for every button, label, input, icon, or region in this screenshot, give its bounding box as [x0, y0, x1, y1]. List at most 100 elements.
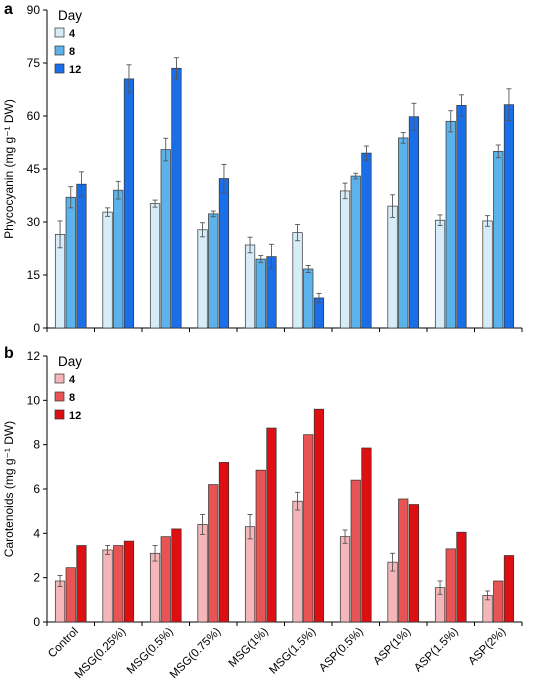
y-tick-label: 0 [33, 321, 40, 335]
panel-label: a [4, 1, 13, 18]
bar-a-12-8 [456, 105, 467, 329]
legend-label: 4 [69, 28, 76, 40]
bar-b-4-2 [149, 552, 161, 623]
y-tick-label: 10 [27, 393, 41, 407]
bar-b-8-4 [255, 469, 266, 623]
bar-a-4-5 [292, 232, 303, 329]
y-tick-label: 2 [33, 571, 40, 585]
legend-title: Day [58, 8, 82, 23]
x-category-label: ASP(0.5%) [317, 626, 366, 675]
bar-a-8-1 [113, 189, 124, 329]
legend-title: Day [58, 354, 82, 369]
x-category-label: MSG(1%) [227, 626, 271, 670]
bar-a-8-6 [350, 175, 361, 329]
bar-a-12-1 [123, 78, 135, 329]
bar-b-8-5 [303, 434, 314, 623]
bar-a-8-8 [445, 120, 456, 329]
legend-swatch [54, 409, 65, 420]
y-tick-label: 30 [27, 215, 41, 229]
x-category-label: ASP(2%) [466, 626, 508, 668]
bar-a-8-7 [398, 137, 409, 329]
bar-b-8-1 [113, 545, 124, 623]
x-category-label: MSG(0.75%) [168, 626, 224, 682]
bar-a-8-4 [255, 258, 266, 329]
bar-a-4-4 [244, 244, 256, 329]
legend-swatch [54, 391, 65, 402]
y-tick-label: 6 [33, 482, 40, 496]
bar-a-4-8 [434, 219, 446, 329]
legend-swatch [54, 63, 65, 74]
y-axis-label: Carotenoids (mg g⁻¹ DW) [2, 421, 16, 557]
bar-b-8-2 [160, 536, 171, 623]
x-category-label: MSG(0.5%) [125, 626, 176, 677]
bar-b-12-5 [313, 408, 325, 623]
legend-label: 4 [69, 374, 76, 386]
y-tick-label: 90 [27, 3, 41, 17]
x-category-label: ASP(1.5%) [412, 626, 461, 675]
bar-a-8-3 [208, 213, 219, 329]
legend: Day 4 8 12 [54, 354, 82, 422]
bar-a-4-0 [54, 234, 66, 329]
bar-a-4-6 [339, 190, 351, 329]
legend: Day 4 8 12 [54, 8, 82, 76]
panel-a: a 0 15 30 45 60 75 90 Phycocyanin (mg g⁻¹ DW) Day… [2, 1, 523, 335]
y-tick-label: 60 [27, 109, 41, 123]
bar-a-4-2 [149, 203, 161, 329]
legend-label: 8 [69, 392, 75, 404]
bar-b-12-1 [123, 540, 135, 623]
y-axis-label: Phycocyanin (mg g⁻¹ DW) [2, 99, 16, 239]
bar-a-4-3 [197, 229, 208, 329]
y-tick-label: 0 [33, 615, 40, 629]
panel-label: b [4, 345, 14, 362]
bar-a-8-5 [303, 268, 314, 329]
bar-b-12-2 [171, 528, 182, 623]
bar-a-8-2 [160, 149, 171, 329]
bar-a-12-7 [408, 116, 420, 329]
bar-a-4-1 [102, 211, 113, 329]
bar-a-12-3 [218, 178, 230, 329]
bar-b-4-5 [292, 500, 303, 623]
bar-a-12-2 [171, 67, 182, 329]
legend-label: 12 [69, 64, 81, 76]
bar-b-8-0 [65, 567, 76, 623]
bar-a-12-9 [503, 104, 515, 329]
bar-b-4-1 [102, 549, 113, 623]
x-category-label: Control [46, 626, 81, 661]
legend-swatch [54, 27, 65, 38]
bar-b-12-6 [361, 447, 372, 623]
bar-b-12-7 [408, 504, 420, 623]
bar-b-12-3 [218, 462, 230, 623]
bar-b-12-9 [503, 555, 515, 623]
y-tick-label: 15 [27, 268, 41, 282]
bar-a-4-7 [387, 205, 398, 329]
y-tick-label: 45 [27, 162, 41, 176]
bar-b-4-6 [339, 536, 351, 623]
bar-b-4-3 [197, 524, 208, 623]
y-tick-label: 8 [33, 438, 40, 452]
x-category-label: MSG(0.25%) [73, 626, 129, 682]
bar-b-8-8 [445, 548, 456, 623]
legend-swatch [54, 45, 65, 56]
bar-b-8-9 [493, 580, 504, 623]
bar-a-12-0 [76, 183, 87, 329]
bar-b-12-0 [76, 545, 87, 623]
legend-label: 8 [69, 46, 75, 58]
x-category-label: ASP(1%) [371, 626, 413, 668]
bar-b-12-8 [456, 531, 467, 623]
legend-swatch [54, 373, 65, 384]
bar-b-8-3 [208, 484, 219, 623]
legend-label: 12 [69, 410, 81, 422]
bar-a-8-0 [65, 196, 76, 329]
y-tick-label: 75 [27, 56, 41, 70]
x-category-label: MSG(1.5%) [267, 626, 318, 677]
panel-b: b 0 2 4 6 8 10 12 Carotenoids (mg g⁻¹ DW) Control… [2, 345, 523, 682]
bar-a-8-9 [493, 150, 504, 329]
bar-b-8-7 [398, 498, 409, 623]
bar-b-12-4 [266, 427, 277, 623]
bar-b-4-0 [54, 580, 66, 623]
bar-b-4-4 [244, 526, 256, 623]
bar-b-8-6 [350, 479, 361, 623]
y-tick-label: 12 [27, 349, 41, 363]
bar-a-12-6 [361, 152, 372, 329]
